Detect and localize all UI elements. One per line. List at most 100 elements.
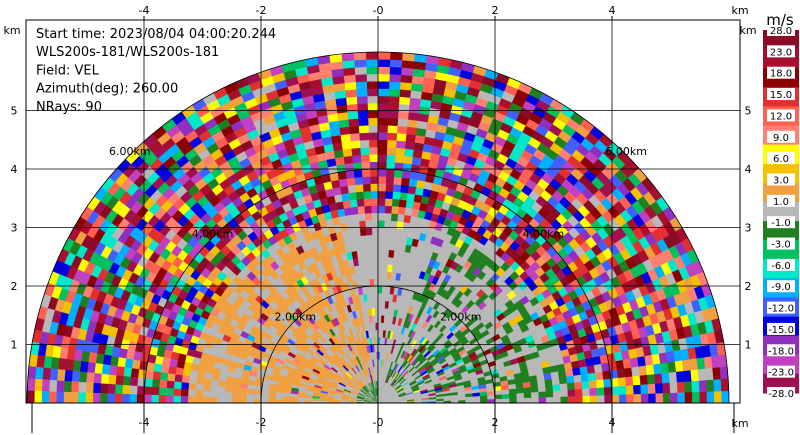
gate-cell-4303 — [143, 394, 152, 404]
gate-cell-76 — [582, 387, 591, 397]
gate-cell-2129 — [377, 271, 383, 280]
gate-cell-4254 — [151, 386, 160, 396]
gate-cell-4246 — [209, 391, 218, 398]
gate-cell-2254 — [353, 59, 367, 68]
gate-cell-2046 — [393, 176, 402, 186]
gate-cell-4202 — [180, 382, 190, 390]
gate-cell-4288 — [253, 398, 262, 404]
gate-cell-13 — [472, 399, 481, 404]
gate-cell-4205 — [158, 379, 168, 389]
x-tick-label-top-1: -2 — [256, 4, 267, 17]
gate-cell-2079 — [381, 285, 387, 294]
gate-cell-2050 — [395, 147, 406, 156]
gate-cell-4313 — [70, 392, 79, 404]
gate-cell-1993 — [396, 213, 405, 223]
gate-cell-4105 — [189, 369, 199, 378]
colorbar-label-bg-0 — [767, 24, 795, 36]
gate-cell-4106 — [182, 368, 192, 377]
gate-cell-4290 — [238, 397, 247, 404]
gate-cell-131 — [632, 375, 641, 386]
gate-cell-2145 — [377, 154, 387, 163]
gate-cell-1946 — [404, 207, 413, 217]
gate-cell-2226 — [368, 263, 374, 272]
info-line-2: Field: VEL — [36, 63, 100, 78]
gate-cell-133 — [646, 373, 656, 385]
gate-cell-183 — [660, 362, 670, 374]
gate-cell-2003 — [404, 140, 415, 150]
colorbar-label-bg-14 — [767, 322, 795, 335]
gate-cell-2074 — [380, 322, 384, 331]
gate-cell-4271 — [26, 378, 36, 392]
gate-cell-47 — [721, 390, 730, 404]
gate-cell-4200 — [195, 383, 204, 392]
gate-cell-2152 — [377, 102, 389, 111]
gate-cell-2123 — [377, 315, 382, 323]
gate-cell-2045 — [392, 183, 402, 193]
gate-cell-4266 — [63, 380, 72, 393]
ring-label-1-1: 4.00km — [523, 228, 565, 241]
gate-cell-2195 — [368, 139, 379, 148]
gate-cell-2303 — [341, 52, 355, 62]
colorbar-label-bg-2 — [767, 66, 795, 79]
gate-cell-4302 — [151, 394, 160, 404]
gate-cell-41 — [677, 392, 686, 404]
gate-cell-2173 — [374, 300, 379, 309]
gate-cell-2158 — [377, 59, 391, 68]
gate-cell-121 — [559, 382, 568, 391]
gate-cell-2340 — [340, 133, 351, 143]
gate-cell-2137 — [377, 212, 385, 221]
gate-cell-2143 — [377, 168, 387, 177]
gate-cell-140 — [697, 368, 707, 381]
gate-cell-2252 — [354, 73, 368, 83]
colorbar-label-bg-4 — [767, 109, 795, 122]
colorbar-label-5: 9.0 — [773, 133, 789, 144]
gate-cell-2080 — [381, 278, 387, 287]
gate-cell-2183 — [371, 227, 379, 236]
gate-cell-2231 — [365, 227, 373, 236]
gate-cell-2190 — [369, 176, 379, 185]
gate-cell-181 — [645, 364, 655, 375]
gate-cell-1992 — [396, 220, 404, 230]
gate-cell-2001 — [402, 155, 413, 165]
gate-cell-82 — [625, 384, 635, 395]
gate-cell-74 — [567, 388, 576, 397]
gate-cell-2136 — [377, 219, 385, 228]
ring-label-0-1: 2.00km — [440, 310, 482, 323]
gate-cell-2380 — [340, 192, 350, 202]
gate-cell-69 — [530, 391, 540, 398]
gate-cell-4298 — [180, 395, 189, 404]
gate-cell-171 — [573, 374, 582, 383]
gate-cell-4164 — [108, 365, 118, 376]
gate-cell-2277 — [360, 242, 368, 251]
gate-cell-2225 — [368, 271, 374, 280]
gate-cell-2076 — [380, 307, 385, 316]
gate-cell-4259 — [114, 384, 123, 395]
colorbar-label-16: -23.0 — [768, 368, 794, 379]
gate-cell-2176 — [373, 278, 379, 287]
gate-cell-2330 — [350, 206, 359, 215]
gate-cell-2342 — [338, 119, 350, 129]
gate-cell-2294 — [347, 118, 359, 127]
gate-cell-1991 — [395, 228, 403, 237]
gate-cell-4191 — [261, 390, 270, 396]
gate-cell-4153 — [188, 376, 198, 385]
gate-cell-2134 — [377, 234, 385, 243]
gate-cell-2148 — [377, 132, 388, 141]
gate-cell-4104 — [196, 371, 206, 379]
gate-cell-4317 — [41, 391, 50, 404]
gate-cell-2084 — [382, 249, 389, 258]
gate-cell-2180 — [372, 249, 379, 257]
colorbar-label-bg-5 — [767, 130, 795, 143]
gate-cell-26 — [567, 395, 576, 404]
gate-cell-4210 — [122, 375, 131, 386]
gate-cell-2290 — [350, 147, 361, 156]
gate-cell-173 — [587, 372, 597, 382]
colorbar-label-14: -15.0 — [768, 325, 794, 336]
gate-cell-4199 — [202, 384, 211, 392]
gate-cell-138 — [683, 369, 692, 382]
gate-cell-4201 — [188, 382, 197, 391]
gate-cell-2135 — [377, 227, 385, 236]
gate-cell-2125 — [377, 300, 382, 309]
gate-cell-2229 — [366, 241, 373, 251]
colorbar-label-1: 23.0 — [770, 47, 792, 58]
